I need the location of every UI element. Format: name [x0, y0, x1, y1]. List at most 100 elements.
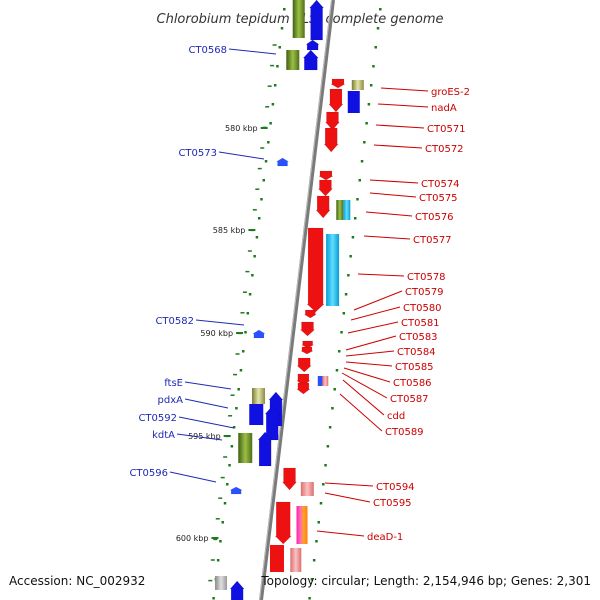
scale-dot-outer [326, 445, 330, 448]
scale-tick-label: 595 kbp [188, 432, 221, 441]
scale-ticks: 580 kbp 585 kbp 590 kbp 595 kbp 600 kbp [176, 44, 277, 582]
leader-line [345, 335, 397, 351]
scale-dot-outer [365, 122, 368, 125]
scale-dot-inner [246, 312, 250, 315]
scale-dot-inner [237, 388, 240, 391]
scale-dot-inner [255, 236, 259, 239]
rna-ct0573 [275, 157, 290, 167]
scale-dot-inner [278, 46, 281, 49]
scale-dot-outer [324, 464, 327, 467]
leader-line [350, 306, 401, 321]
gene-label-ct0584[interactable]: CT0584 [397, 347, 436, 358]
scale-dot-outer [315, 540, 318, 543]
leader-line [343, 367, 391, 383]
gene-label-ct0592[interactable]: CT0592 [138, 413, 177, 424]
gene-arrow-ct0589 [296, 382, 311, 395]
gene-label-dead-1[interactable]: deaD-1 [367, 532, 403, 543]
scale-dot-inner [230, 445, 234, 448]
scale-dot-inner [267, 141, 270, 144]
gene-label-ct0580[interactable]: CT0580 [403, 303, 442, 314]
scale-dot-inner [235, 407, 238, 410]
cds-track-ct0586b [322, 376, 329, 386]
leader-line [195, 319, 245, 326]
cds-track-ct0577 [326, 234, 340, 306]
gene-label-nada[interactable]: nadA [431, 103, 457, 114]
gene-label-pdxa[interactable]: pdxA [158, 395, 184, 406]
scale-dot-outer [353, 217, 357, 220]
gene-label-ct0581[interactable]: CT0581 [401, 318, 440, 329]
gene-labels: CT0568 CT0573 CT0582 ftsE pdxA CT0592 kdtA CT05… [129, 45, 470, 543]
leader-line [341, 372, 388, 399]
gene-label-ct0573[interactable]: CT0573 [178, 148, 217, 159]
gene-label-groes-2[interactable]: groES-2 [431, 87, 470, 98]
gene-box-pdxa [249, 404, 264, 425]
leader-line [375, 124, 425, 129]
gene-label-ct0578[interactable]: CT0578 [407, 272, 446, 283]
gene-arrow-deaD1 [274, 501, 292, 545]
scale-dot-inner [216, 559, 220, 562]
gene-arrow-ct0575 [317, 179, 334, 197]
gene-label-ct0571[interactable]: CT0571 [427, 124, 466, 135]
accession-text: Accession: NC_002932 [9, 574, 145, 588]
scale-dot-inner [226, 483, 229, 486]
leader-line [324, 492, 371, 503]
leader-line [345, 361, 393, 367]
scale-dot-inner [228, 464, 231, 467]
scale-dot-inner [269, 122, 272, 125]
gene-label-ct0587[interactable]: CT0587 [390, 394, 429, 405]
scale-dot-inner [223, 502, 227, 505]
leader-line [184, 398, 229, 409]
gene-label-ct0575[interactable]: CT0575 [419, 193, 458, 204]
cds-track-ct0576 [336, 200, 344, 220]
gene-label-ct0585[interactable]: CT0585 [395, 362, 434, 373]
gene-label-ct0579[interactable]: CT0579 [405, 287, 444, 298]
gene-label-ct0596[interactable]: CT0596 [129, 468, 168, 479]
scale-dot-outer [363, 141, 366, 144]
scale-dot-outer [344, 293, 348, 296]
gene-label-ct0595[interactable]: CT0595 [373, 498, 412, 509]
scale-dots [212, 8, 382, 600]
gene-arrow-ct0594 [281, 467, 298, 491]
scale-dot-outer [358, 179, 362, 182]
scale-dot-outer [351, 236, 355, 239]
gene-label-cdd[interactable]: cdd [387, 411, 405, 422]
cds-track-kdta [238, 433, 253, 463]
scale-dot-outer [312, 559, 316, 562]
gene-label-ftse[interactable]: ftsE [164, 378, 183, 389]
gene-label-kdta[interactable]: kdtA [152, 430, 175, 441]
gene-label-ct0574[interactable]: CT0574 [421, 179, 460, 190]
gene-label-ct0577[interactable]: CT0577 [413, 235, 452, 246]
rna-ct0582 [252, 329, 266, 339]
gene-label-ct0572[interactable]: CT0572 [425, 144, 464, 155]
gene-label-ct0582[interactable]: CT0582 [155, 316, 194, 327]
scale-dot-outer [376, 27, 380, 30]
scale-dot-outer [356, 198, 359, 201]
gene-label-ct0594[interactable]: CT0594 [376, 482, 415, 493]
gene-box-nada [347, 91, 360, 113]
leader-line [178, 416, 235, 429]
genome-summary-text: Topology: circular; Length: 2,154,946 bp… [260, 574, 591, 588]
scale-dot-inner [273, 84, 277, 87]
gene-label-ct0583[interactable]: CT0583 [399, 332, 438, 343]
scale-dot-outer [379, 8, 382, 11]
gene-label-ct0568[interactable]: CT0568 [188, 45, 227, 56]
scale-dot-inner [283, 8, 286, 11]
gene-arrow-ct0568 [305, 39, 320, 51]
leader-line [369, 192, 417, 198]
cds-track-deaD1 [296, 506, 308, 544]
leader-line [184, 381, 232, 390]
scale-dot-outer [310, 578, 314, 581]
scale-dot-inner [276, 65, 279, 68]
leader-line [228, 48, 277, 55]
gene-arrow-ct0571 [324, 111, 341, 131]
scale-dot-inner [212, 597, 215, 600]
leader-line [176, 433, 223, 441]
scale-dot-outer [319, 502, 323, 505]
gene-label-ct0576[interactable]: CT0576 [415, 212, 454, 223]
leader-line [345, 350, 395, 357]
scale-dot-inner [253, 255, 256, 258]
scale-dot-outer [308, 597, 311, 600]
gene-label-ct0586[interactable]: CT0586 [393, 378, 432, 389]
gene-label-ct0589[interactable]: CT0589 [385, 427, 424, 438]
cds-track-bottom-pink [290, 548, 302, 572]
